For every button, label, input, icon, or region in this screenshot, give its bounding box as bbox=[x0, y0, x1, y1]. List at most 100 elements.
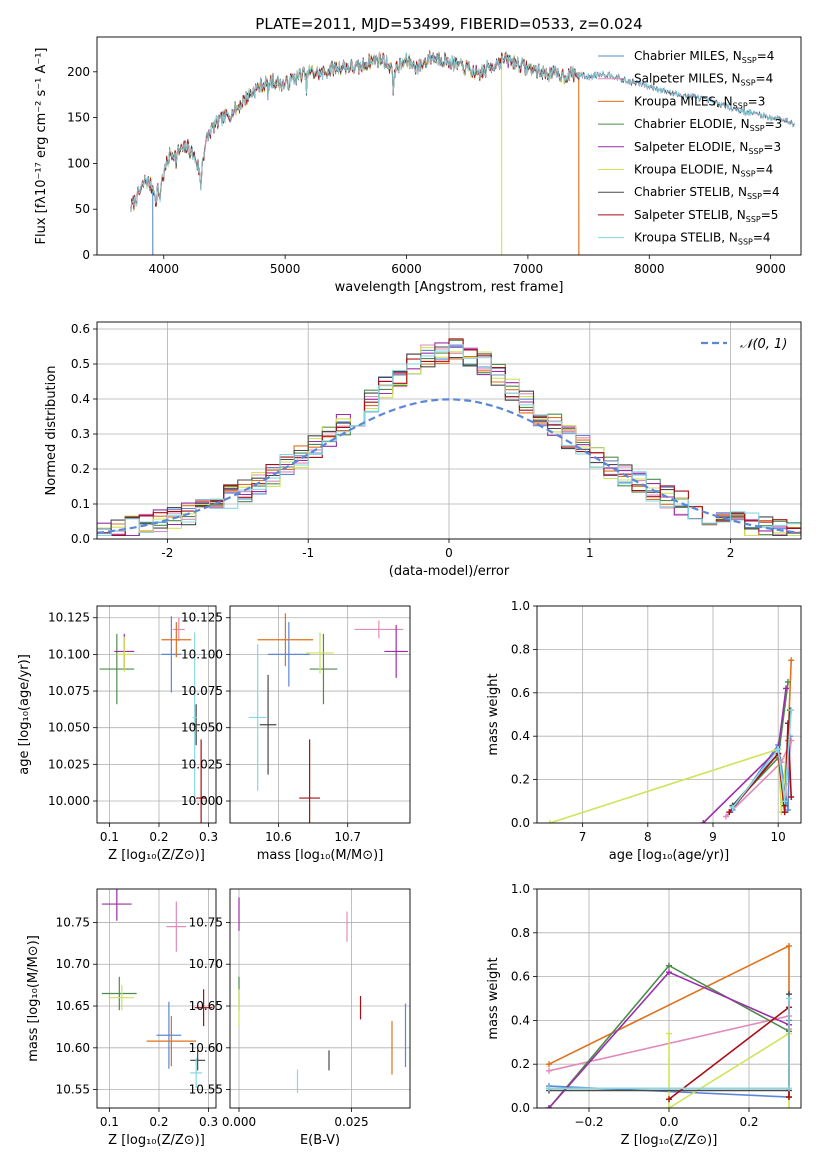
legend-subscript: SSP bbox=[738, 238, 753, 247]
x-tick-label: 9000 bbox=[755, 262, 786, 276]
y-tick-label: 10.65 bbox=[189, 999, 223, 1013]
y-tick-label: 0.2 bbox=[511, 1057, 530, 1071]
legend-subscript: SSP bbox=[748, 147, 763, 156]
legend-count: =4 bbox=[756, 163, 774, 177]
x-tick-label: 0.2 bbox=[739, 1115, 758, 1129]
y-tick-label: 0.4 bbox=[511, 1013, 530, 1027]
panel-mass-vs-ebv: 0.000 0.025 10.55 10.60 10.65 10.70 10.75 E(B-V… bbox=[189, 888, 411, 1148]
plot-area-residuals bbox=[97, 338, 801, 537]
y-tick-label: 10.70 bbox=[189, 957, 223, 971]
figure-title: PLATE=2011, MJD=53499, FIBERID=0533, z=0… bbox=[255, 15, 642, 33]
y-tick-label: 10.025 bbox=[48, 757, 90, 771]
legend-subscript: SSP bbox=[742, 56, 757, 65]
y-axis-label: Normed distribution bbox=[44, 366, 59, 496]
legend-entry-2: Kroupa MILES, NSSP=3 bbox=[634, 94, 765, 110]
y-tick-label: 0.6 bbox=[71, 322, 90, 336]
legend-entry-8: Kroupa STELIB, NSSP=4 bbox=[634, 231, 771, 247]
y-tick-label: 10.025 bbox=[181, 757, 223, 771]
x-axis-label: (data-model)/error bbox=[389, 564, 510, 579]
x-axis-label: mass [log₁₀(M/M⊙)] bbox=[257, 848, 384, 863]
x-tick-label: 10 bbox=[771, 830, 786, 844]
x-tick-label: -2 bbox=[161, 546, 173, 560]
y-tick-label: 10.075 bbox=[48, 684, 90, 698]
x-tick-label: 1 bbox=[586, 546, 594, 560]
panel-age-vs-mass: 10.6 10.7 10.000 10.025 10.050 10.075 10.100 10… bbox=[181, 605, 411, 863]
y-tick-label: 10.100 bbox=[48, 647, 90, 661]
x-tick-label: 0.025 bbox=[334, 1115, 368, 1129]
gaussian-legend-label: 𝒩(0, 1) bbox=[740, 337, 787, 352]
x-tick-label: 5000 bbox=[270, 262, 301, 276]
weight-line-8 bbox=[731, 710, 792, 809]
x-tick-label: 0.3 bbox=[199, 1115, 218, 1129]
legend-subscript: SSP bbox=[746, 215, 761, 224]
y-axis-label: mass weight bbox=[486, 673, 501, 755]
legend-entry-1: Salpeter MILES, NSSP=4 bbox=[634, 72, 773, 88]
x-tick-label: 0.3 bbox=[199, 830, 218, 844]
plot-layer: 4000 5000 6000 7000 8000 9000050100150200wave… bbox=[17, 36, 802, 1148]
y-tick-label: 0 bbox=[82, 248, 90, 262]
plot-area-mass-vs-Z bbox=[101, 889, 213, 1088]
axes-frame bbox=[96, 888, 217, 1109]
plot-area-weight-vs-Z bbox=[546, 942, 792, 1108]
x-tick-label: 6000 bbox=[391, 262, 422, 276]
y-axis-label: Flux [fλ10⁻¹⁷ erg cm⁻² s⁻¹ A⁻¹] bbox=[34, 48, 49, 245]
plot-area-weight-vs-age bbox=[547, 657, 795, 823]
plot-area-age-vs-Z bbox=[99, 616, 207, 823]
y-tick-label: 10.55 bbox=[56, 1083, 90, 1097]
y-tick-label: 0.2 bbox=[71, 462, 90, 476]
x-tick-label: -1 bbox=[302, 546, 314, 560]
legend-count: =3 bbox=[765, 117, 783, 131]
y-tick-label: 10.125 bbox=[48, 611, 90, 625]
legend-subscript: SSP bbox=[741, 170, 756, 179]
x-tick-label: 9 bbox=[709, 830, 717, 844]
y-tick-label: 10.60 bbox=[56, 1041, 90, 1055]
x-tick-label: 10.7 bbox=[334, 830, 361, 844]
legend-count: =4 bbox=[756, 72, 774, 86]
legend-count: =5 bbox=[761, 208, 779, 222]
spectrum-legend: Chabrier MILES, NSSP=4 Salpeter MILES, NS… bbox=[598, 49, 782, 247]
x-tick-label: −0.2 bbox=[574, 1115, 603, 1129]
plot-area-mass-vs-ebv bbox=[238, 897, 407, 1093]
y-tick-label: 0.6 bbox=[511, 686, 530, 700]
y-tick-label: 10.000 bbox=[48, 794, 90, 808]
x-tick-label: 0.0 bbox=[659, 1115, 678, 1129]
legend-entry-3: Chabrier ELODIE, NSSP=3 bbox=[634, 117, 782, 133]
legend-subscript: SSP bbox=[750, 124, 765, 133]
histogram-5 bbox=[97, 347, 801, 537]
axes-frame bbox=[96, 605, 217, 824]
y-tick-label: 0.0 bbox=[511, 1101, 530, 1115]
y-tick-label: 1.0 bbox=[511, 882, 530, 896]
legend-count: =3 bbox=[763, 140, 781, 154]
y-axis-label: age [log₁₀(age/yr)] bbox=[17, 654, 32, 775]
legend-count: =3 bbox=[748, 94, 766, 108]
axes-frame bbox=[96, 36, 802, 256]
x-axis-label: E(B-V) bbox=[300, 1133, 340, 1148]
y-tick-label: 10.075 bbox=[181, 684, 223, 698]
y-tick-label: 50 bbox=[75, 202, 90, 216]
spectrum-line-8 bbox=[130, 52, 795, 212]
x-tick-label: 8 bbox=[644, 830, 652, 844]
x-tick-label: 7 bbox=[579, 830, 587, 844]
x-tick-label: 0.2 bbox=[149, 1115, 168, 1129]
x-tick-label: 0.1 bbox=[100, 830, 119, 844]
legend-subscript: SSP bbox=[747, 192, 762, 201]
panel-weight-vs-Z: −0.2 0.0 0.2 0.0 0.2 0.4 0.6 0.8 1.0 Z [log₁₀(Z/Z… bbox=[486, 882, 802, 1148]
weight-line-5 bbox=[549, 748, 787, 823]
x-tick-label: 0.1 bbox=[100, 1115, 119, 1129]
y-tick-label: 0.6 bbox=[511, 970, 530, 984]
y-tick-label: 10.65 bbox=[56, 999, 90, 1013]
axes-frame bbox=[536, 605, 802, 824]
y-tick-label: 100 bbox=[67, 156, 90, 170]
axes-frame bbox=[229, 605, 411, 824]
y-tick-label: 0.0 bbox=[71, 532, 90, 546]
y-tick-label: 0.4 bbox=[511, 729, 530, 743]
y-tick-label: 10.000 bbox=[181, 794, 223, 808]
y-tick-label: 0.8 bbox=[511, 642, 530, 656]
legend-entry-4: Salpeter ELODIE, NSSP=3 bbox=[634, 140, 781, 156]
y-tick-label: 10.125 bbox=[181, 611, 223, 625]
y-tick-label: 1.0 bbox=[511, 599, 530, 613]
y-tick-label: 0.2 bbox=[511, 773, 530, 787]
plot-area-spectrum bbox=[130, 49, 795, 255]
y-tick-label: 10.60 bbox=[189, 1041, 223, 1055]
y-axis-label: mass weight bbox=[486, 957, 501, 1039]
